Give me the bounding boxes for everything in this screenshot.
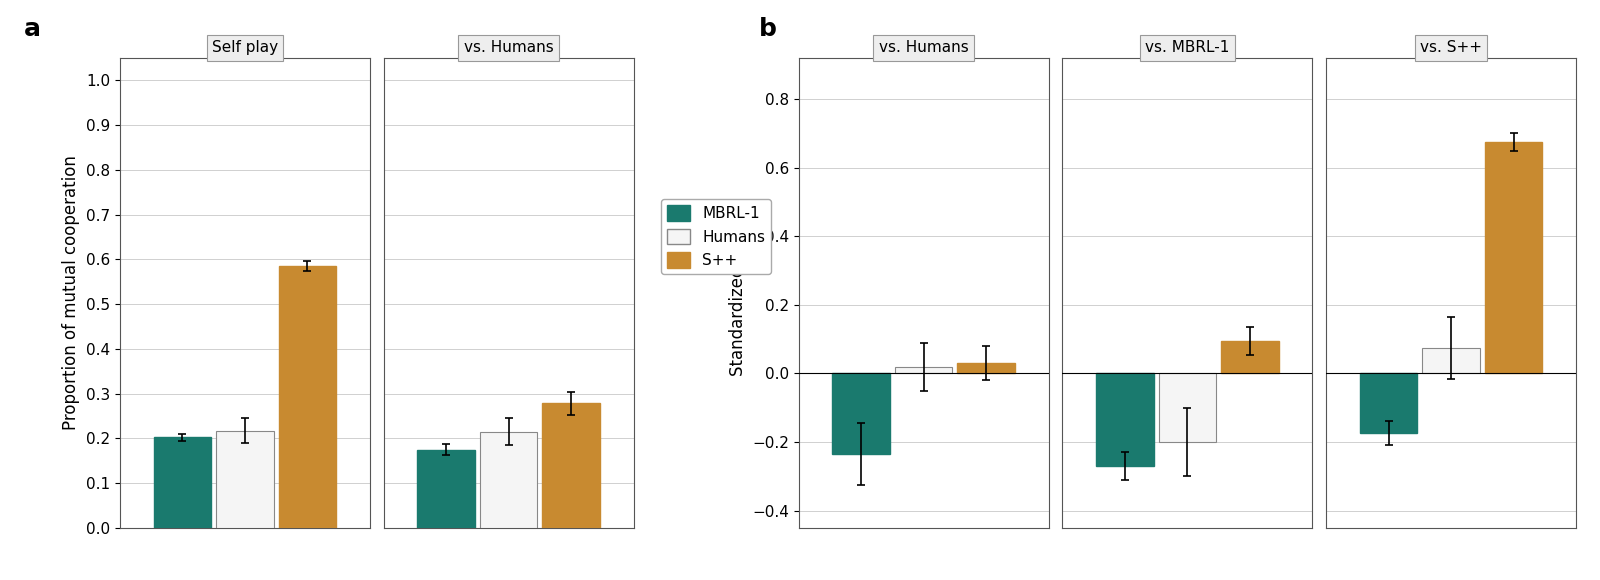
Bar: [1422, 348, 1480, 374]
Title: vs. S++: vs. S++: [1421, 41, 1482, 56]
Bar: [1158, 374, 1216, 442]
Bar: [832, 374, 890, 454]
Bar: [1096, 374, 1154, 466]
Bar: [418, 450, 475, 528]
Bar: [216, 431, 274, 528]
Title: Self play: Self play: [211, 41, 278, 56]
Legend: MBRL-1, Humans, S++: MBRL-1, Humans, S++: [661, 199, 771, 274]
Bar: [278, 266, 336, 528]
Bar: [1221, 341, 1278, 374]
Bar: [480, 432, 538, 528]
Bar: [1360, 374, 1418, 433]
Y-axis label: Proportion of mutual cooperation: Proportion of mutual cooperation: [62, 155, 80, 430]
Bar: [154, 437, 211, 528]
Text: b: b: [758, 17, 776, 41]
Title: vs. Humans: vs. Humans: [878, 41, 968, 56]
Text: a: a: [24, 17, 42, 41]
Y-axis label: Standardized payoff: Standardized payoff: [728, 209, 747, 376]
Bar: [894, 367, 952, 374]
Bar: [957, 363, 1014, 374]
Bar: [1485, 142, 1542, 374]
Title: vs. MBRL-1: vs. MBRL-1: [1146, 41, 1229, 56]
Bar: [542, 404, 600, 528]
Title: vs. Humans: vs. Humans: [464, 41, 554, 56]
